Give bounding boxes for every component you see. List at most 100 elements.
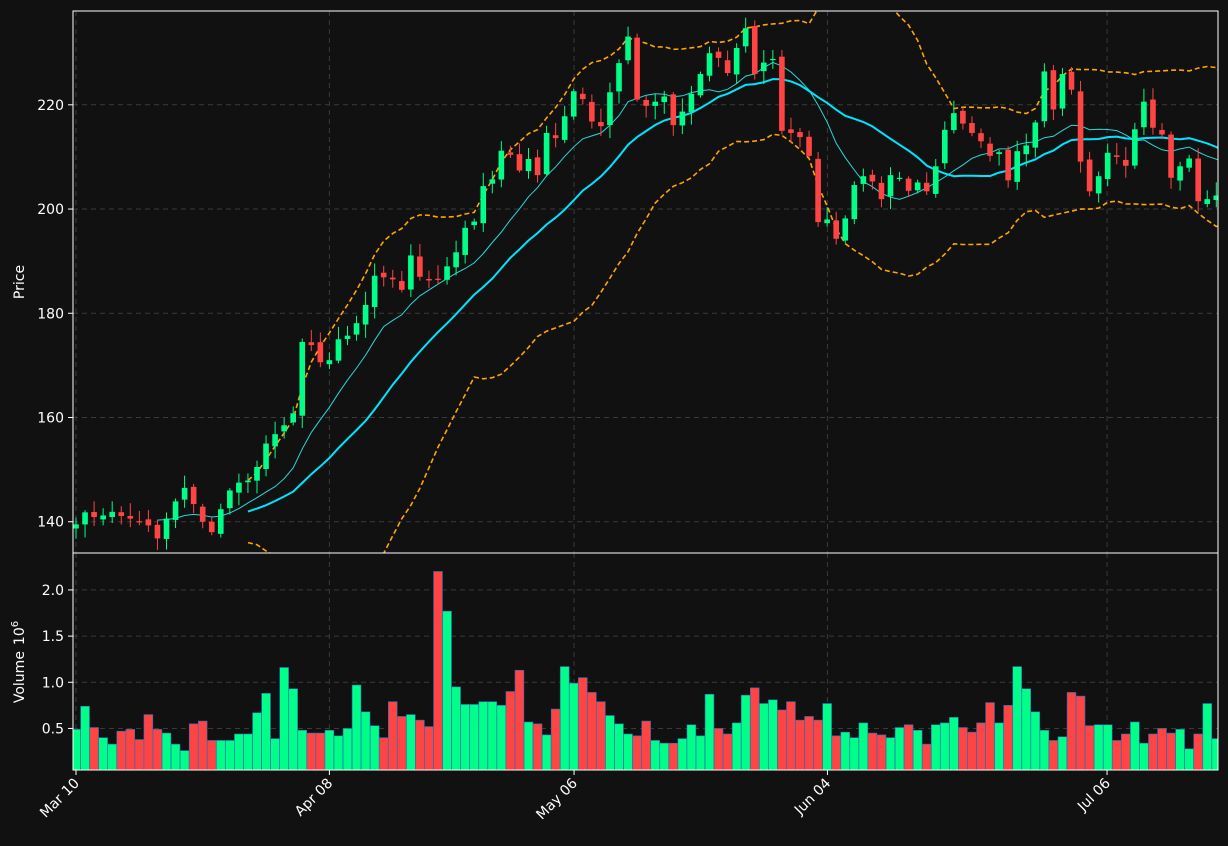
volume-bar bbox=[261, 693, 271, 770]
candle-body bbox=[896, 177, 903, 179]
candle-body bbox=[797, 132, 803, 138]
candle-body bbox=[371, 275, 378, 307]
candle-body bbox=[109, 511, 116, 518]
volume-bar bbox=[170, 743, 181, 770]
candle-body bbox=[127, 515, 134, 519]
candle-body bbox=[969, 123, 975, 133]
candle-body bbox=[290, 413, 297, 423]
candle-body bbox=[1177, 166, 1183, 181]
volume-bar bbox=[1102, 724, 1113, 770]
volume-bar bbox=[650, 740, 660, 770]
volume-bar bbox=[686, 724, 697, 770]
volume-bar bbox=[243, 733, 253, 770]
volume-bar bbox=[306, 732, 317, 770]
price-axis-label: Price bbox=[12, 265, 28, 299]
price-tick-label: 160 bbox=[37, 411, 64, 427]
volume-bar bbox=[378, 737, 389, 770]
volume-bar bbox=[1003, 705, 1013, 770]
candle-body bbox=[154, 524, 161, 539]
candle-body bbox=[634, 37, 640, 100]
volume-bar bbox=[388, 701, 398, 770]
candle-body bbox=[652, 101, 659, 106]
volume-bar bbox=[1175, 729, 1185, 770]
candle-body bbox=[453, 252, 459, 268]
volume-bar bbox=[98, 737, 108, 770]
volume-bar bbox=[605, 715, 615, 770]
candle-body bbox=[480, 186, 487, 224]
volume-bar bbox=[632, 735, 642, 770]
volume-bar bbox=[876, 734, 887, 770]
volume-bar bbox=[1030, 711, 1041, 770]
volume-bar bbox=[1012, 666, 1022, 770]
candle-body bbox=[408, 255, 414, 290]
volume-bar bbox=[406, 714, 416, 770]
volume-bar bbox=[704, 693, 715, 770]
volume-bar bbox=[831, 735, 841, 770]
candle-body bbox=[498, 150, 505, 180]
candle-body bbox=[960, 110, 966, 124]
volume-bar bbox=[252, 712, 262, 770]
volume-axis-label-exponent: 6 bbox=[10, 621, 21, 627]
candle-body bbox=[1168, 134, 1174, 178]
volume-bar bbox=[125, 729, 136, 770]
candle-body bbox=[1159, 129, 1165, 135]
volume-bar bbox=[315, 732, 326, 770]
candle-body bbox=[1195, 158, 1202, 202]
candle-body bbox=[299, 341, 306, 416]
volume-tick-label: 1.5 bbox=[42, 629, 64, 645]
candle-body bbox=[788, 129, 794, 133]
candle-body bbox=[435, 278, 441, 280]
volume-bar bbox=[415, 719, 425, 770]
candle-body bbox=[598, 122, 604, 127]
candle-body bbox=[751, 25, 758, 75]
volume-bar bbox=[397, 716, 407, 770]
candle-body bbox=[534, 157, 541, 176]
price-tick-label: 180 bbox=[37, 306, 64, 322]
candle-body bbox=[326, 360, 333, 365]
candle-body bbox=[163, 518, 170, 539]
volume-tick-label: 0.5 bbox=[42, 721, 64, 737]
volume-bar bbox=[152, 729, 163, 770]
volume-bar bbox=[1057, 736, 1068, 770]
candle-body bbox=[507, 152, 514, 155]
candle-body bbox=[73, 524, 79, 529]
candle-body bbox=[860, 176, 867, 184]
candle-body bbox=[1068, 71, 1075, 90]
candle-body bbox=[462, 227, 468, 255]
volume-bar bbox=[433, 571, 443, 770]
volume-bar bbox=[668, 742, 679, 770]
volume-bar bbox=[134, 739, 145, 770]
volume-bar bbox=[351, 684, 362, 770]
candle-body bbox=[579, 93, 586, 100]
candle-body bbox=[227, 490, 233, 509]
volume-bar bbox=[912, 729, 923, 770]
candle-body bbox=[281, 425, 287, 432]
candle-body bbox=[878, 182, 885, 200]
volume-bar bbox=[496, 705, 507, 770]
volume-bar bbox=[1039, 729, 1050, 770]
volume-bar bbox=[976, 722, 986, 770]
volume-bar bbox=[786, 701, 796, 770]
candle-body bbox=[570, 91, 577, 117]
upper-band-line bbox=[247, 11, 1218, 482]
candle-body bbox=[217, 509, 224, 534]
candle-body bbox=[616, 63, 622, 92]
candle-body bbox=[308, 342, 315, 346]
candle-body bbox=[489, 179, 496, 184]
candle-body bbox=[335, 339, 342, 361]
candle-body bbox=[82, 512, 88, 525]
volume-bar bbox=[342, 728, 353, 770]
candle-body bbox=[525, 159, 532, 172]
volume-bar bbox=[1112, 740, 1122, 770]
volume-bar bbox=[949, 717, 959, 770]
candle-body bbox=[951, 113, 957, 131]
volume-bar bbox=[288, 688, 298, 770]
candle-body bbox=[1104, 152, 1111, 180]
volume-bar bbox=[487, 701, 498, 770]
candle-body bbox=[1095, 176, 1102, 194]
volume-bar bbox=[1157, 728, 1167, 770]
candle-body bbox=[1014, 151, 1021, 182]
candle-body bbox=[272, 434, 278, 447]
candle-body bbox=[561, 116, 568, 140]
